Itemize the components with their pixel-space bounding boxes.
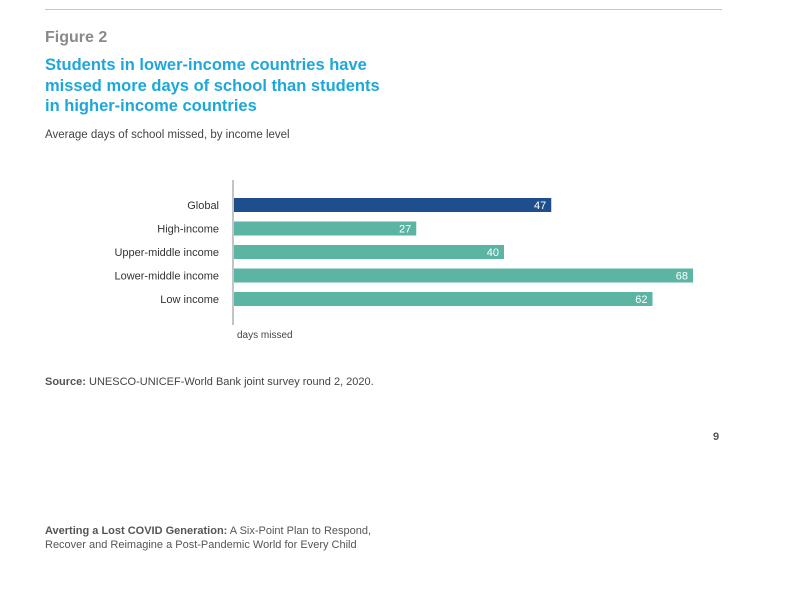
source-label: Source:: [45, 376, 86, 388]
data-label: 40: [487, 247, 499, 259]
bar-chart: Global 47 High-income 27 Upper-middle income…: [114, 180, 693, 341]
bar: [234, 268, 693, 283]
top-rule: [45, 9, 722, 10]
category-label: Global: [187, 200, 219, 212]
footer-line2: Recover and Reimagine a Post-Pandemic Wo…: [45, 539, 357, 551]
category-label: Upper-middle income: [114, 247, 219, 259]
data-label: 68: [676, 271, 688, 283]
footer-line1: A Six-Point Plan to Respond,: [229, 525, 372, 537]
bar: [234, 292, 653, 306]
chart-headline: Students in lower-income countries have …: [45, 56, 380, 115]
bar: [234, 198, 552, 212]
chart-subtitle: Average days of school missed, by income…: [45, 129, 290, 141]
source-text: UNESCO-UNICEF-World Bank joint survey ro…: [89, 376, 374, 388]
data-label: 47: [534, 200, 546, 212]
footer-title: Averting a Lost COVID Generation:: [45, 525, 228, 537]
x-axis-label: days missed: [237, 330, 293, 341]
bar: [234, 245, 504, 259]
document-footer: Averting a Lost COVID Generation: A Six-…: [45, 524, 371, 552]
source-note: Source: UNESCO-UNICEF-World Bank joint s…: [45, 376, 374, 388]
category-label: Low income: [160, 294, 219, 306]
bar: [234, 221, 417, 236]
data-label: 27: [399, 224, 411, 236]
data-label: 62: [635, 294, 647, 306]
figure-label: Figure 2: [45, 29, 108, 46]
category-label: High-income: [157, 224, 219, 236]
page-number: 9: [713, 431, 720, 443]
category-label: Lower-middle income: [114, 271, 219, 283]
